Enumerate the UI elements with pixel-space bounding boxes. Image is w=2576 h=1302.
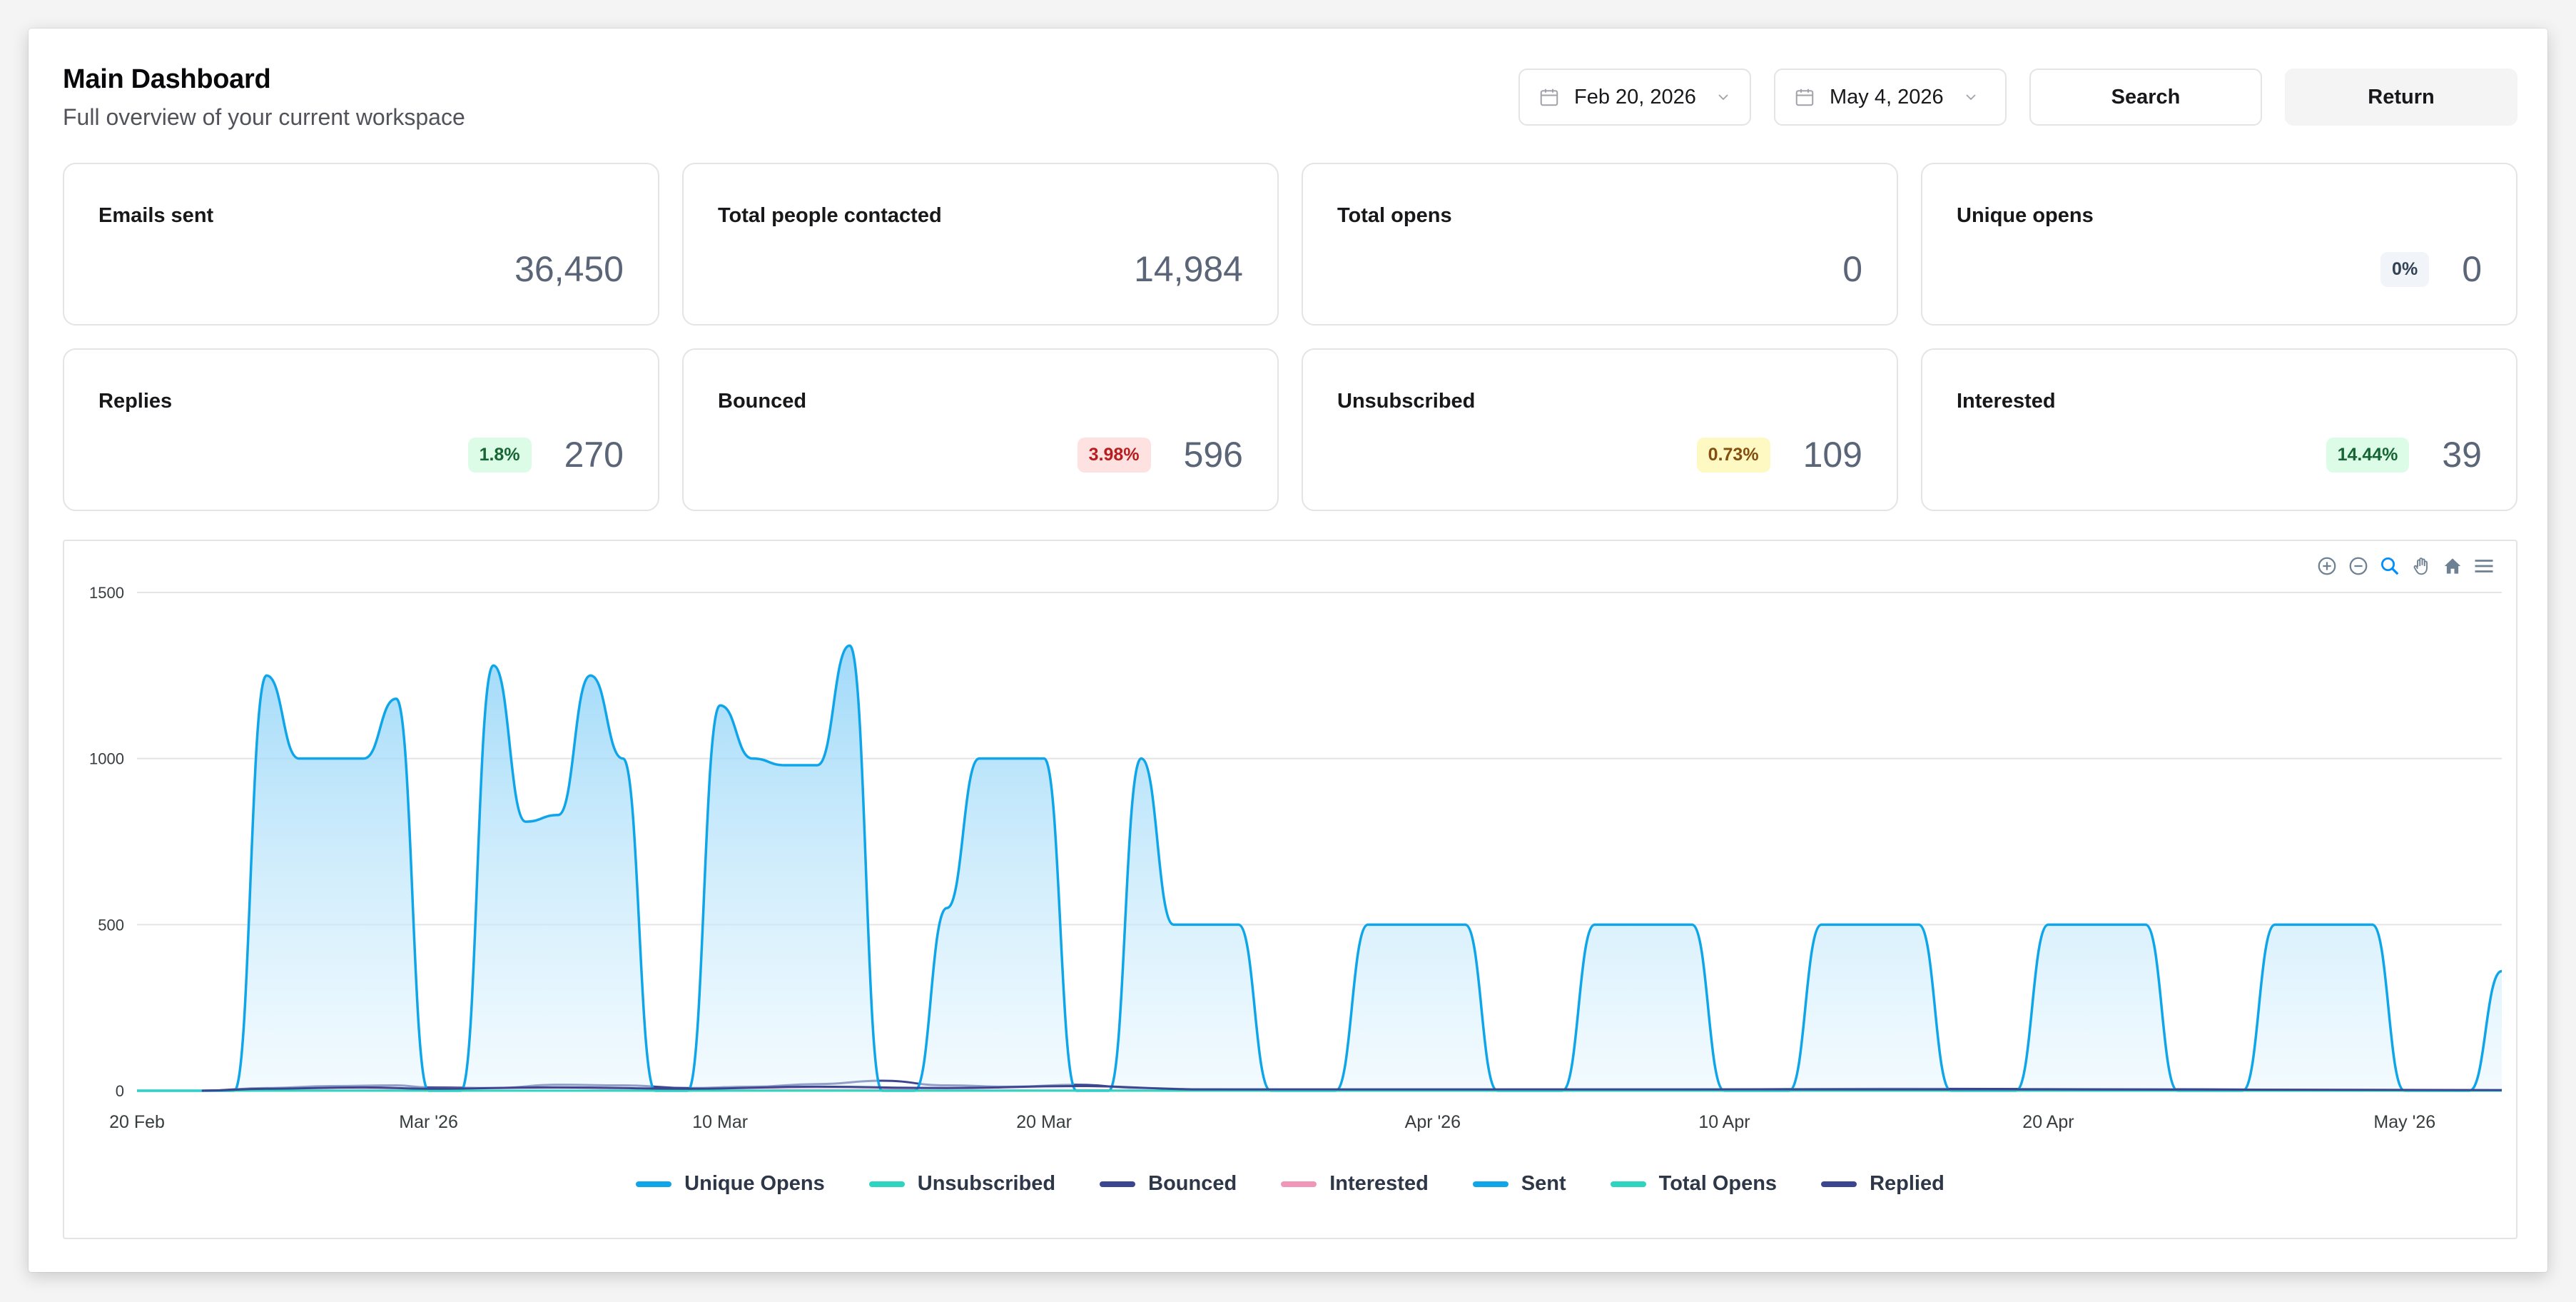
- calendar-icon: [1795, 89, 1814, 106]
- stat-label: Bounced: [718, 390, 807, 413]
- stat-card-replies: Replies 1.8% 270: [63, 348, 659, 511]
- x-tick-label: Mar '26: [399, 1112, 458, 1132]
- stat-label: Emails sent: [98, 204, 214, 227]
- chevron-down-icon: [1718, 94, 1728, 101]
- start-date-picker[interactable]: Feb 20, 2026: [1518, 69, 1751, 126]
- stat-value: 0: [2462, 249, 2482, 289]
- legend-swatch: [868, 1181, 905, 1187]
- legend-label: Unsubscribed: [917, 1172, 1056, 1195]
- stat-card-total-opens: Total opens 0: [1302, 163, 1898, 326]
- x-tick-label: 20 Apr: [2022, 1112, 2074, 1132]
- menu-icon[interactable]: [2472, 554, 2496, 578]
- legend-swatch: [1472, 1181, 1508, 1187]
- legend-item-bounced[interactable]: Bounced: [1100, 1172, 1237, 1196]
- chevron-down-icon: [1965, 94, 1976, 101]
- stat-label: Total people contacted: [718, 204, 942, 227]
- stat-card-bounced: Bounced 3.98% 596: [682, 348, 1279, 511]
- series-line-sent: [137, 644, 2503, 1092]
- end-date-picker[interactable]: May 4, 2026: [1774, 69, 2007, 126]
- zoom-out-icon[interactable]: [2346, 554, 2370, 578]
- stat-value: 36,450: [514, 249, 624, 289]
- legend-swatch: [1821, 1181, 1857, 1187]
- stat-card-people-contacted: Total people contacted 14,984: [682, 163, 1279, 326]
- selection-zoom-icon[interactable]: [2378, 554, 2402, 578]
- x-tick-label: 10 Apr: [1698, 1112, 1750, 1132]
- chart-plot: 0 500 1000 1500 20 Feb Mar '26 10 Mar 20 Mar Apr…: [89, 584, 2503, 1132]
- stat-value: 596: [1183, 435, 1243, 475]
- x-tick-label: Apr '26: [1405, 1112, 1461, 1132]
- stat-label: Unique opens: [1957, 204, 2094, 227]
- y-tick-label: 1000: [89, 750, 124, 768]
- stat-label: Replies: [98, 390, 173, 413]
- series-line-replied: [201, 1084, 2503, 1092]
- status-badge: 3.98%: [1077, 437, 1151, 473]
- stat-card-interested: Interested 14.44% 39: [1921, 348, 2517, 511]
- legend-swatch: [636, 1181, 672, 1187]
- page-title: Main Dashboard: [63, 64, 271, 94]
- legend-label: Sent: [1521, 1172, 1566, 1195]
- stat-label: Interested: [1957, 390, 2056, 413]
- stat-value: 0: [1842, 249, 1862, 289]
- chart-legend: Unique Opens Unsubscribed Bounced Intereste…: [64, 1172, 2516, 1196]
- y-tick-label: 500: [98, 916, 124, 934]
- stat-value: 270: [564, 435, 624, 475]
- series-area-sent: [137, 645, 2502, 1091]
- x-tick-label: May '26: [2373, 1112, 2435, 1132]
- page-subtitle: Full overview of your current workspace: [63, 104, 465, 130]
- x-tick-label: 20 Feb: [109, 1112, 165, 1132]
- status-badge: 14.44%: [2326, 437, 2410, 473]
- stat-card-emails-sent: Emails sent 36,450: [63, 163, 659, 326]
- legend-item-replied[interactable]: Replied: [1821, 1172, 1944, 1196]
- start-date-value: Feb 20, 2026: [1574, 85, 1696, 108]
- stat-card-unsubscribed: Unsubscribed 0.73% 109: [1302, 348, 1898, 511]
- y-tick-label: 1500: [89, 584, 124, 602]
- status-badge: 0%: [2380, 251, 2430, 287]
- stat-label: Unsubscribed: [1337, 390, 1476, 413]
- legend-item-sent[interactable]: Sent: [1472, 1172, 1566, 1196]
- zoom-in-icon[interactable]: [2315, 554, 2339, 578]
- stat-value: 39: [2442, 435, 2482, 475]
- stat-value: 14,984: [1134, 249, 1243, 289]
- legend-label: Unique Opens: [684, 1172, 825, 1195]
- legend-label: Interested: [1329, 1172, 1429, 1195]
- return-button[interactable]: Return: [2285, 69, 2517, 126]
- x-tick-label: 10 Mar: [692, 1112, 748, 1132]
- end-date-value: May 4, 2026: [1830, 85, 1944, 108]
- stat-value: 109: [1802, 435, 1862, 475]
- legend-item-total-opens[interactable]: Total Opens: [1610, 1172, 1778, 1196]
- legend-swatch: [1610, 1181, 1646, 1187]
- legend-label: Bounced: [1148, 1172, 1237, 1195]
- chart-toolbar: [2315, 554, 2496, 578]
- activity-chart: 0 500 1000 1500 20 Feb Mar '26 10 Mar 20 Mar Apr…: [63, 540, 2517, 1239]
- legend-item-unsubscribed[interactable]: Unsubscribed: [868, 1172, 1056, 1196]
- x-tick-label: 20 Mar: [1016, 1112, 1072, 1132]
- home-icon[interactable]: [2440, 554, 2465, 578]
- status-badge: 0.73%: [1696, 437, 1770, 473]
- legend-swatch: [1281, 1181, 1317, 1187]
- legend-item-unique-opens[interactable]: Unique Opens: [636, 1172, 825, 1196]
- search-button[interactable]: Search: [2029, 69, 2262, 126]
- stat-card-unique-opens: Unique opens 0% 0: [1921, 163, 2517, 326]
- y-tick-label: 0: [116, 1082, 124, 1100]
- legend-label: Total Opens: [1658, 1172, 1778, 1195]
- pan-icon[interactable]: [2409, 554, 2433, 578]
- stat-label: Total opens: [1337, 204, 1452, 227]
- status-badge: 1.8%: [467, 437, 532, 473]
- legend-item-interested[interactable]: Interested: [1281, 1172, 1429, 1196]
- legend-swatch: [1100, 1181, 1136, 1187]
- legend-label: Replied: [1870, 1172, 1944, 1195]
- calendar-icon: [1540, 89, 1558, 106]
